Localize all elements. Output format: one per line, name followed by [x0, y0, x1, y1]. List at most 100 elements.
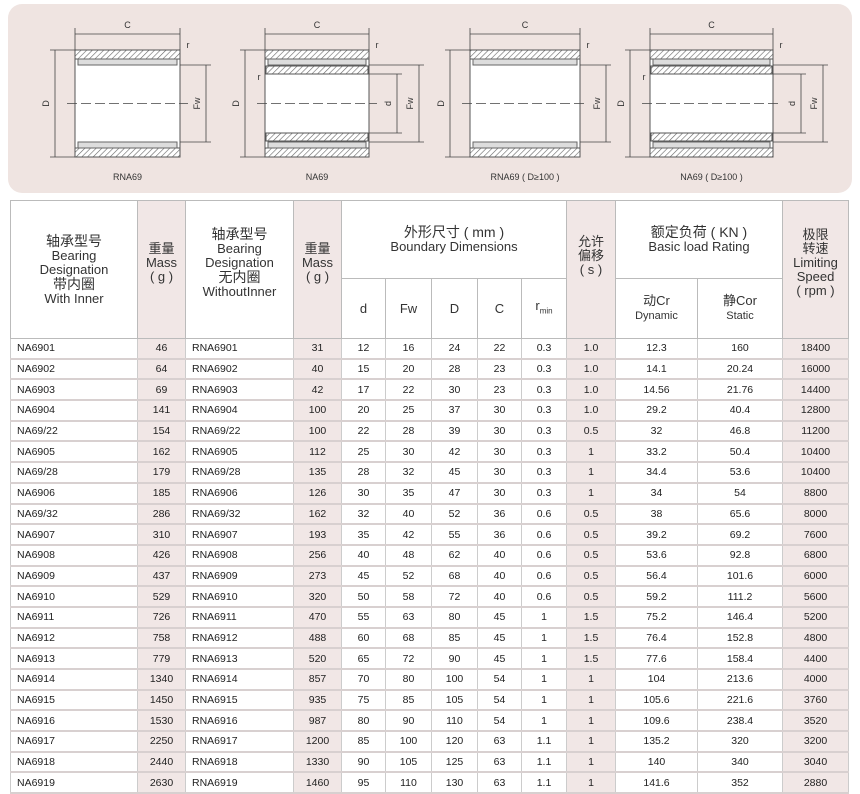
table-cell: 10400	[782, 461, 849, 484]
table-cell: 55	[341, 606, 386, 629]
dim-label-fw: Fw	[192, 97, 202, 109]
table-cell: 0.3	[521, 337, 567, 360]
table-cell: 1330	[293, 751, 342, 774]
table-cell: 935	[293, 689, 342, 712]
table-cell: NA6907	[10, 523, 138, 546]
table-cell: 25	[341, 440, 386, 464]
table-cell: 63	[477, 771, 522, 794]
table-cell: RNA6916	[185, 709, 294, 733]
dim-label-D: D	[41, 100, 51, 107]
table-cell: 140	[615, 751, 698, 774]
table-cell: 320	[293, 585, 342, 608]
table-cell: 64	[137, 358, 186, 381]
table-cell: 54	[477, 668, 522, 691]
table-cell: 0.6	[521, 544, 567, 567]
table-cell: 5600	[782, 585, 849, 608]
table-cell: 1.1	[521, 730, 567, 753]
header-D: D	[431, 278, 478, 339]
table-cell: 141	[137, 399, 186, 422]
table-cell: 25	[385, 399, 432, 422]
table-cell: 29.2	[615, 399, 698, 422]
table-cell: 45	[477, 647, 522, 670]
h-cn: 重量	[304, 240, 331, 256]
table-row: NA6908 426 RNA6908 256 40 48 62 40 0.6 0.5 53.6 92.…	[10, 544, 849, 567]
table-cell: 1	[566, 440, 616, 464]
table-cell: 30	[477, 420, 522, 443]
dim-label-r: r	[780, 40, 783, 50]
table-cell: RNA6906	[185, 482, 294, 505]
table-cell: NA6911	[10, 606, 138, 629]
dim-label-D: D	[436, 100, 446, 107]
h-en: Limiting	[793, 254, 838, 270]
table-cell: 68	[385, 627, 432, 650]
table-cell: 1	[566, 709, 616, 733]
table-cell: 10400	[782, 440, 849, 464]
h-en: Designation	[39, 261, 109, 277]
table-cell: 68	[431, 565, 478, 588]
table-cell: RNA6919	[185, 771, 294, 794]
header-mass-2: 重量 Mass( g )	[293, 200, 342, 339]
table-cell: 4800	[782, 627, 849, 650]
table-cell: 529	[137, 585, 186, 608]
table-row: NA6914 1340 RNA6914 857 70 80 100 54 1 1 104 213.6 4…	[10, 668, 849, 691]
h-en: WithoutInner	[202, 283, 277, 299]
table-cell: 120	[431, 730, 478, 753]
table-cell: RNA6902	[185, 358, 294, 381]
header-mass: 重量 Mass( g )	[137, 200, 186, 339]
bearing-spec-table: 轴承型号 Bearing Designation 带内圈 With Inner 重量 Ma…	[10, 200, 849, 794]
table-cell: 110	[385, 771, 432, 794]
table-cell: RNA6912	[185, 627, 294, 650]
table-cell: 92.8	[697, 544, 783, 567]
table-cell: 0.3	[521, 358, 567, 381]
table-cell: NA69/32	[10, 503, 138, 526]
header-speed: 极限 转速 Limiting Speed( rpm )	[782, 200, 849, 339]
table-cell: RNA6918	[185, 751, 294, 774]
table-cell: 256	[293, 544, 342, 567]
table-cell: 12.3	[615, 337, 698, 360]
h-en: Bearing	[217, 240, 262, 256]
table-row: NA6911 726 RNA6911 470 55 63 80 45 1 1.5 75.2 146.4…	[10, 606, 849, 629]
table-cell: NA69/28	[10, 461, 138, 484]
table-cell: 14400	[782, 378, 849, 402]
table-cell: NA6914	[10, 668, 138, 691]
table-cell: 28	[341, 461, 386, 484]
table-cell: 1.5	[566, 647, 616, 670]
table-cell: 35	[385, 482, 432, 505]
table-row: NA6916 1530 RNA6916 987 80 90 110 54 1 1 109.6 238.…	[10, 709, 849, 733]
table-cell: 63	[385, 606, 432, 629]
table-cell: 1	[521, 606, 567, 629]
table-cell: 21.76	[697, 378, 783, 402]
table-cell: 101.6	[697, 565, 783, 588]
table-cell: 69.2	[697, 523, 783, 546]
table-cell: 6000	[782, 565, 849, 588]
table-cell: NA6903	[10, 378, 138, 402]
table-cell: 162	[293, 503, 342, 526]
table-cell: 2250	[137, 730, 186, 753]
table-cell: 45	[477, 606, 522, 629]
table-cell: 1460	[293, 771, 342, 794]
table-row: NA6903 69 RNA6903 42 17 22 30 23 0.3 1.0 14.56 21.7…	[10, 378, 849, 402]
table-cell: 193	[293, 523, 342, 546]
table-cell: 125	[431, 751, 478, 774]
table-cell: 0.5	[566, 420, 616, 443]
table-cell: 1	[521, 709, 567, 733]
h-cn: 带内圈	[53, 275, 95, 292]
dim-label-fw: Fw	[809, 97, 819, 109]
table-cell: 65.6	[697, 503, 783, 526]
table-cell: 50.4	[697, 440, 783, 464]
table-cell: 80	[385, 668, 432, 691]
table-cell: 0.3	[521, 378, 567, 402]
table-cell: 72	[431, 585, 478, 608]
table-cell: NA6901	[10, 337, 138, 360]
table-cell: 1.0	[566, 399, 616, 422]
table-cell: 20	[341, 399, 386, 422]
header-with-inner: 轴承型号 Bearing Designation 带内圈 With Inner	[10, 200, 138, 339]
table-cell: 60	[341, 627, 386, 650]
table-cell: 37	[431, 399, 478, 422]
table-cell: 1.1	[521, 771, 567, 794]
table-cell: 1	[521, 689, 567, 712]
table-cell: 112	[293, 440, 342, 464]
dim-label-fw: Fw	[405, 97, 415, 109]
table-cell: 30	[385, 440, 432, 464]
table-cell: RNA69/22	[185, 420, 294, 443]
